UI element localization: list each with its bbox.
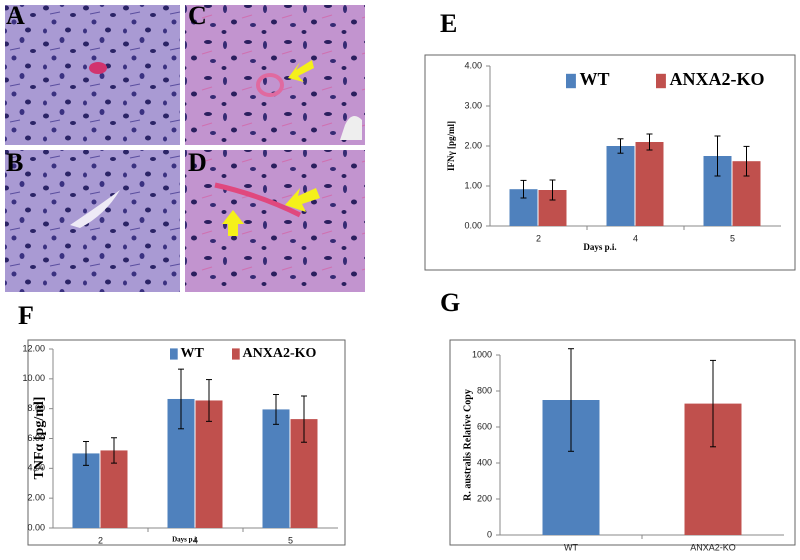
y-tick-label: 12.00: [22, 343, 45, 353]
y-tick-label: 400: [477, 457, 492, 467]
y-axis-title: IFNγ [pg/ml]: [446, 121, 456, 171]
legend-label: ANXA2-KO: [670, 69, 765, 89]
legend-label: WT: [181, 346, 205, 361]
legend-label: ANXA2-KO: [243, 346, 317, 361]
vessel: [70, 190, 120, 228]
bar: [606, 146, 635, 226]
panel-letter: C: [188, 1, 207, 30]
arrow: [285, 188, 320, 212]
y-axis-title: R. australis Relative Copy: [462, 389, 473, 501]
x-tick-label: ANXA2-KO: [690, 542, 736, 552]
y-tick-label: 0: [487, 529, 492, 539]
panel-letter: D: [188, 148, 207, 177]
x-tick-label: 4: [193, 535, 198, 545]
x-tick-label: 5: [288, 535, 293, 545]
y-tick-label: 4.00: [27, 463, 45, 473]
vessel: [256, 73, 284, 97]
legend-swatch: [232, 348, 240, 360]
y-tick-label: 800: [477, 385, 492, 395]
artifact: [340, 116, 362, 140]
legend-label: WT: [580, 69, 610, 89]
micrograph-d: [185, 150, 365, 292]
x-tick-label: 2: [536, 233, 541, 243]
panel-letter: A: [6, 1, 25, 30]
y-tick-label: 10.00: [22, 373, 45, 383]
y-tick-label: 2.00: [464, 140, 482, 150]
chart-frame: [449, 339, 796, 546]
legend-swatch: [170, 348, 178, 360]
y-tick-label: 4.00: [464, 60, 482, 70]
arrow: [288, 60, 314, 82]
y-tick-label: 200: [477, 493, 492, 503]
micrograph-a: [5, 5, 180, 145]
y-tick-label: 1.00: [464, 180, 482, 190]
vessel: [214, 182, 302, 218]
vessel: [89, 62, 107, 74]
x-tick-label: WT: [564, 542, 578, 552]
y-tick-label: 0.00: [27, 522, 45, 532]
y-axis-title: TNFα [pg/ml]: [32, 397, 47, 480]
x-tick-label: 5: [730, 233, 735, 243]
y-tick-label: 2.00: [27, 493, 45, 503]
x-axis-title: Days p.i.: [583, 242, 616, 252]
bar: [262, 409, 290, 528]
x-tick-label: 4: [633, 233, 638, 243]
bar: [635, 142, 664, 226]
panel-letter: F: [18, 301, 34, 330]
y-tick-label: 6.00: [27, 433, 45, 443]
x-axis-title: Days p.i.: [172, 536, 198, 544]
legend-swatch: [566, 73, 576, 89]
arrow: [222, 210, 244, 236]
panel-letter: G: [440, 288, 460, 317]
y-tick-label: 3.00: [464, 100, 482, 110]
micrograph-b: [5, 150, 180, 292]
y-tick-label: 1000: [472, 349, 492, 359]
histology: [5, 5, 365, 292]
y-tick-label: 0.00: [464, 220, 482, 230]
x-tick-label: 2: [98, 535, 103, 545]
y-tick-label: 600: [477, 421, 492, 431]
y-tick-label: 8.00: [27, 403, 45, 413]
legend-swatch: [656, 73, 666, 89]
panel-letter: B: [6, 148, 23, 177]
panel-letter: E: [440, 9, 457, 38]
